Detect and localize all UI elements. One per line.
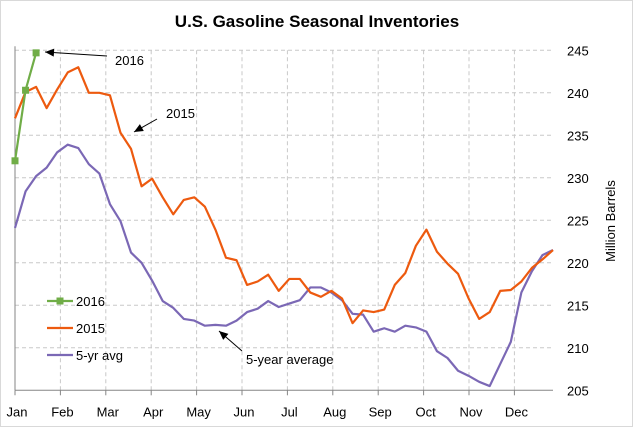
legend-marker (56, 297, 64, 305)
data-point-marker (22, 86, 30, 94)
y-axis-label: Million Barrels (603, 180, 618, 262)
y-tick-label: 215 (567, 298, 589, 313)
x-tick-label: Jun (234, 404, 255, 419)
x-tick-label: Feb (51, 404, 73, 419)
y-tick-label: 220 (567, 256, 589, 271)
y-tick-label: 235 (567, 128, 589, 143)
y-tick-label: 245 (567, 43, 589, 58)
x-tick-label: Dec (505, 404, 529, 419)
chart-title: U.S. Gasoline Seasonal Inventories (175, 12, 459, 31)
legend-label: 2015 (76, 321, 105, 336)
x-tick-label: Sep (369, 404, 392, 419)
annotation-arrow-line (44, 51, 108, 57)
x-tick-label: Nov (459, 404, 483, 419)
y-tick-label: 225 (567, 213, 589, 228)
y-tick-label: 205 (567, 383, 589, 398)
legend-label: 5-yr avg (76, 348, 123, 363)
x-tick-label: Jan (7, 404, 28, 419)
x-tick-label: Jul (281, 404, 298, 419)
x-tick-label: Aug (323, 404, 346, 419)
x-tick-label: Oct (415, 404, 436, 419)
y-tick-label: 230 (567, 171, 589, 186)
y-tick-label: 240 (567, 86, 589, 101)
data-point-marker (11, 157, 19, 165)
arrowhead-icon (45, 48, 55, 57)
series-line-2015 (13, 66, 554, 325)
annotation-label: 5-year average (246, 352, 333, 367)
x-tick-label: Apr (143, 404, 164, 419)
y-tick-label: 210 (567, 341, 589, 356)
data-point-marker (32, 49, 40, 57)
x-tick-label: Mar (97, 404, 120, 419)
x-tick-label: May (186, 404, 211, 419)
series-line-5-yr-avg (13, 143, 554, 388)
annotation-label: 2015 (166, 106, 195, 121)
series-line-2016 (13, 52, 38, 161)
legend-label: 2016 (76, 294, 105, 309)
arrowhead-icon (134, 124, 144, 132)
annotation-label: 2016 (115, 53, 144, 68)
arrowhead-icon (219, 331, 229, 340)
